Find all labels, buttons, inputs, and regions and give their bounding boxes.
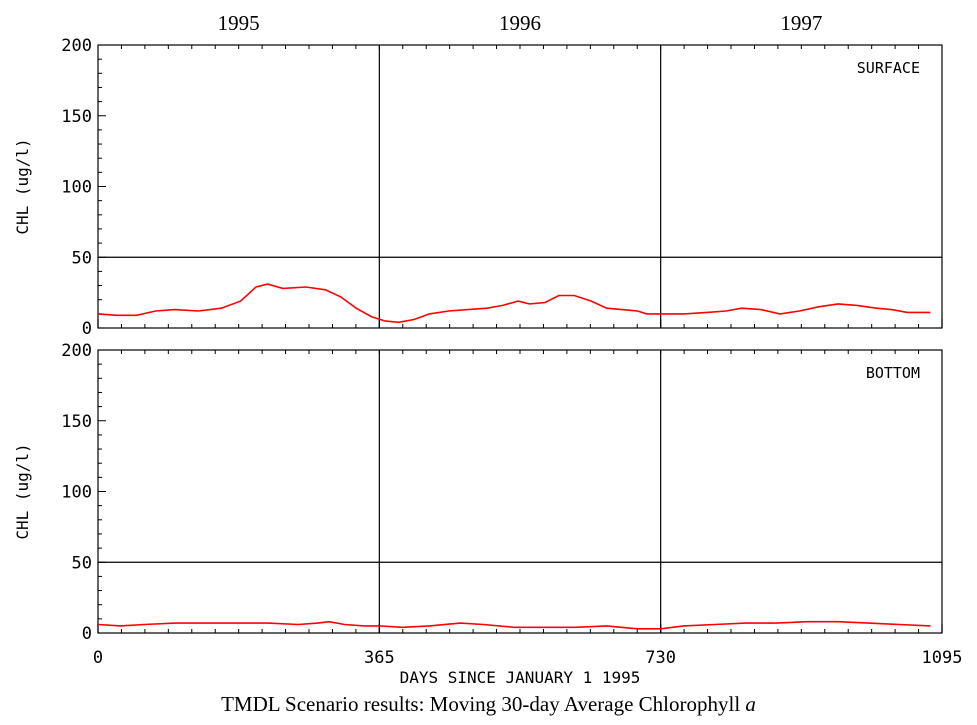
x-axis-label: DAYS SINCE JANUARY 1 1995 — [400, 668, 641, 687]
gridlines-surface — [98, 45, 942, 328]
y-tick-label-surface-100: 100 — [61, 178, 92, 198]
figure-caption: TMDL Scenario results: Moving 30-day Ave… — [0, 692, 977, 717]
x-tick-label-365: 365 — [364, 648, 395, 668]
x-tick-label-730: 730 — [645, 648, 676, 668]
x-tick-labels: 0 365 730 1095 — [93, 648, 963, 668]
year-label-1995: 1995 — [218, 11, 260, 35]
caption-text: TMDL Scenario results: Moving 30-day Ave… — [221, 692, 746, 716]
y-tick-label-surface-0: 0 — [82, 319, 92, 339]
year-label-1996: 1996 — [499, 11, 541, 35]
panel-label-bottom: BOTTOM — [866, 364, 920, 382]
plot-frame-surface — [97, 44, 943, 329]
y-tick-label-bottom-150: 150 — [61, 412, 92, 432]
y-tick-label-bottom-100: 100 — [61, 483, 92, 503]
y-tick-label-surface-200: 200 — [61, 36, 92, 56]
panel-bottom: 0 50 100 150 200 BOTTOM CHL (ug/l) — [13, 341, 943, 644]
panel-surface: 0 50 100 150 200 SURFACE CHL (ug/l) — [13, 36, 943, 339]
x-ticks-bottom — [97, 350, 943, 633]
y-ticks-surface: 0 50 100 150 200 — [61, 36, 106, 339]
series-line-bottom — [97, 620, 931, 630]
y-axis-label-bottom: CHL (ug/l) — [13, 443, 32, 539]
y-tick-label-surface-50: 50 — [72, 248, 92, 268]
y-tick-label-surface-150: 150 — [61, 107, 92, 127]
x-tick-label-1095: 1095 — [922, 648, 963, 668]
y-ticks-bottom: 0 50 100 150 200 — [61, 341, 106, 644]
y-axis-label-surface: CHL (ug/l) — [13, 138, 32, 234]
caption-italic: a — [745, 692, 756, 716]
x-ticks-surface — [97, 45, 943, 328]
y-tick-label-bottom-0: 0 — [82, 624, 92, 644]
gridlines-bottom — [98, 350, 942, 633]
panel-label-surface: SURFACE — [857, 59, 920, 77]
x-tick-label-0: 0 — [93, 648, 103, 668]
year-labels: 1995 1996 1997 — [218, 11, 823, 35]
plot-frame-bottom — [97, 349, 943, 634]
y-tick-label-bottom-200: 200 — [61, 341, 92, 361]
year-label-1997: 1997 — [780, 11, 822, 35]
series-line-surface — [97, 283, 931, 324]
y-tick-label-bottom-50: 50 — [72, 553, 92, 573]
